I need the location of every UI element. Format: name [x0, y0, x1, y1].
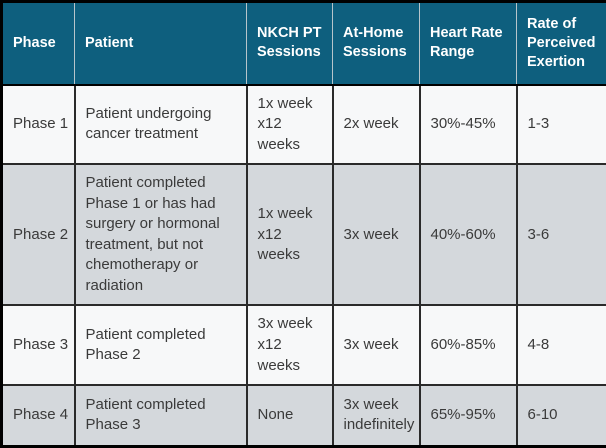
- cell-heart-rate-range: 60%-85%: [420, 305, 517, 385]
- col-header-nkch-pt-sessions: NKCH PT Sessions: [247, 2, 333, 85]
- table-row-phase-2: Phase 2 Patient completed Phase 1 or has…: [2, 164, 606, 305]
- cell-heart-rate-range: 30%-45%: [420, 85, 517, 165]
- table-body: Phase 1 Patient undergoing cancer treatm…: [2, 85, 606, 447]
- cell-phase: Phase 2: [2, 164, 75, 305]
- table-row-phase-4: Phase 4 Patient completed Phase 3 None 3…: [2, 385, 606, 446]
- col-header-rate-of-perceived-exertion: Rate of Perceived Exertion: [517, 2, 606, 85]
- cell-heart-rate-range: 65%-95%: [420, 385, 517, 446]
- table-row-phase-1: Phase 1 Patient undergoing cancer treatm…: [2, 85, 606, 165]
- cell-patient: Patient completed Phase 1 or has had sur…: [75, 164, 247, 305]
- col-header-at-home-sessions: At-Home Sessions: [333, 2, 420, 85]
- table-row-phase-3: Phase 3 Patient completed Phase 2 3x wee…: [2, 305, 606, 385]
- cell-nkch-pt-sessions: None: [247, 385, 333, 446]
- cell-nkch-pt-sessions: 1x week x12 weeks: [247, 85, 333, 165]
- cell-phase: Phase 4: [2, 385, 75, 446]
- cell-rate-of-perceived-exertion: 6-10: [517, 385, 606, 446]
- cell-nkch-pt-sessions: 1x week x12 weeks: [247, 164, 333, 305]
- cell-at-home-sessions: 3x week indefinitely: [333, 385, 420, 446]
- cell-at-home-sessions: 3x week: [333, 164, 420, 305]
- cell-patient: Patient completed Phase 2: [75, 305, 247, 385]
- cell-nkch-pt-sessions: 3x week x12 weeks: [247, 305, 333, 385]
- cell-rate-of-perceived-exertion: 4-8: [517, 305, 606, 385]
- cell-heart-rate-range: 40%-60%: [420, 164, 517, 305]
- col-header-heart-rate-range: Heart Rate Range: [420, 2, 517, 85]
- cell-rate-of-perceived-exertion: 3-6: [517, 164, 606, 305]
- header-row: Phase Patient NKCH PT Sessions At-Home S…: [2, 2, 606, 85]
- cell-at-home-sessions: 3x week: [333, 305, 420, 385]
- cell-at-home-sessions: 2x week: [333, 85, 420, 165]
- table-header: Phase Patient NKCH PT Sessions At-Home S…: [2, 2, 606, 85]
- col-header-patient: Patient: [75, 2, 247, 85]
- cell-phase: Phase 3: [2, 305, 75, 385]
- cell-phase: Phase 1: [2, 85, 75, 165]
- col-header-phase: Phase: [2, 2, 75, 85]
- cell-patient: Patient completed Phase 3: [75, 385, 247, 446]
- cell-rate-of-perceived-exertion: 1-3: [517, 85, 606, 165]
- cell-patient: Patient undergoing cancer treatment: [75, 85, 247, 165]
